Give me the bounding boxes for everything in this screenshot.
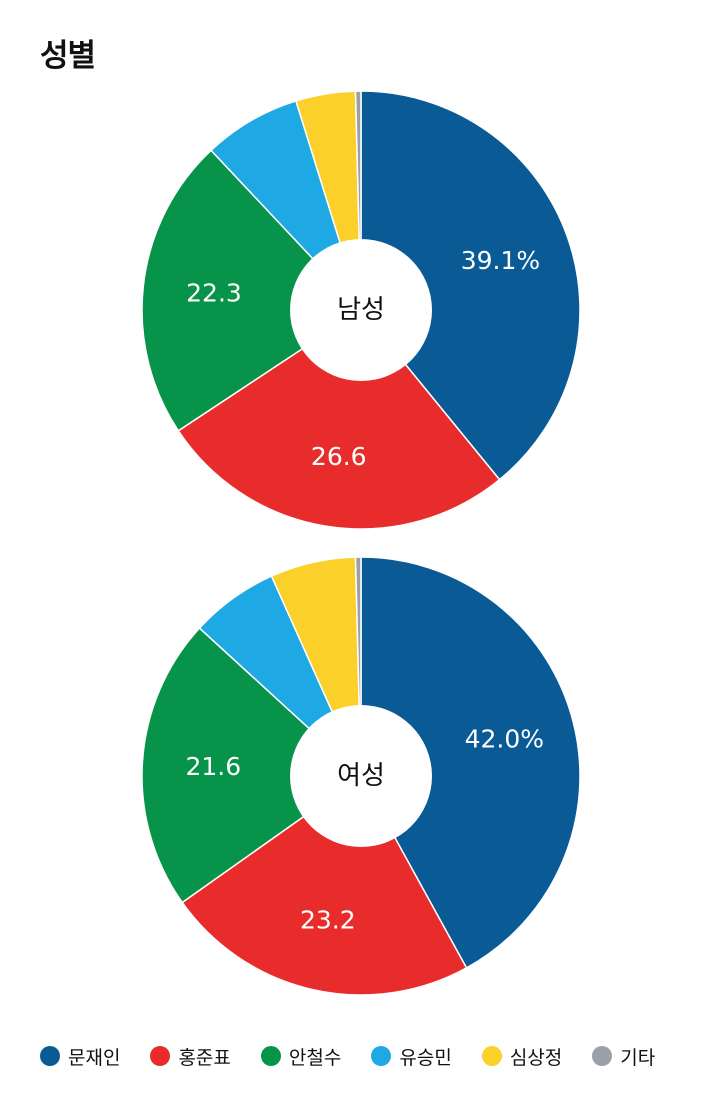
slice-value-label: 42.0%: [465, 725, 544, 754]
legend-item-moon: 문재인: [40, 1043, 120, 1070]
legend: 문재인 홍준표 안철수 유승민 심상정 기타: [40, 1040, 700, 1072]
slice-value-label: 22.3: [186, 278, 242, 307]
chart-title: 성별: [40, 38, 96, 74]
legend-dot: [481, 1046, 502, 1066]
slice-value-label: 23.2: [300, 906, 356, 935]
slice-moon: [360, 556, 581, 969]
legend-item-hong: 홍준표: [150, 1043, 231, 1070]
slice-value-label: 39.1%: [461, 246, 540, 275]
donut-chart-male: 39.1% 26.6 22.3 남성: [141, 90, 581, 530]
legend-item-other: 기타: [592, 1043, 655, 1070]
legend-item-ahn: 안철수: [260, 1043, 342, 1070]
legend-label: 안철수: [288, 1046, 342, 1069]
slice-ahn: [141, 149, 363, 432]
legend-dot: [40, 1046, 60, 1066]
center-label: 남성: [337, 295, 385, 325]
legend-dot: [260, 1046, 281, 1066]
legend-label: 기타: [620, 1046, 656, 1069]
donut-hole: [290, 705, 432, 847]
slice-value-label: 21.6: [185, 752, 241, 781]
center-label: 여성: [337, 761, 385, 791]
donut-hole: [290, 239, 432, 381]
legend-item-sim: 심상정: [481, 1043, 563, 1070]
slice-hong: [177, 309, 501, 530]
legend-dot: [150, 1046, 171, 1066]
slice-moon: [360, 90, 581, 481]
legend-label: 심상정: [509, 1046, 563, 1069]
donut-chart-female: 42.0% 23.2 21.6 여성: [141, 556, 581, 996]
legend-dot: [592, 1046, 613, 1066]
legend-label: 유승민: [399, 1046, 452, 1069]
legend-label: 홍준표: [178, 1046, 231, 1069]
slice-value-label: 26.6: [311, 442, 367, 471]
slice-ahn: [141, 627, 363, 904]
legend-label: 문재인: [68, 1046, 121, 1069]
legend-item-yoo: 유승민: [371, 1043, 452, 1070]
slice-hong: [181, 774, 468, 996]
legend-dot: [371, 1046, 392, 1066]
